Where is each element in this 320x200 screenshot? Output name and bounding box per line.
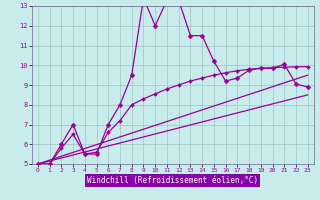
- X-axis label: Windchill (Refroidissement éolien,°C): Windchill (Refroidissement éolien,°C): [87, 176, 258, 185]
